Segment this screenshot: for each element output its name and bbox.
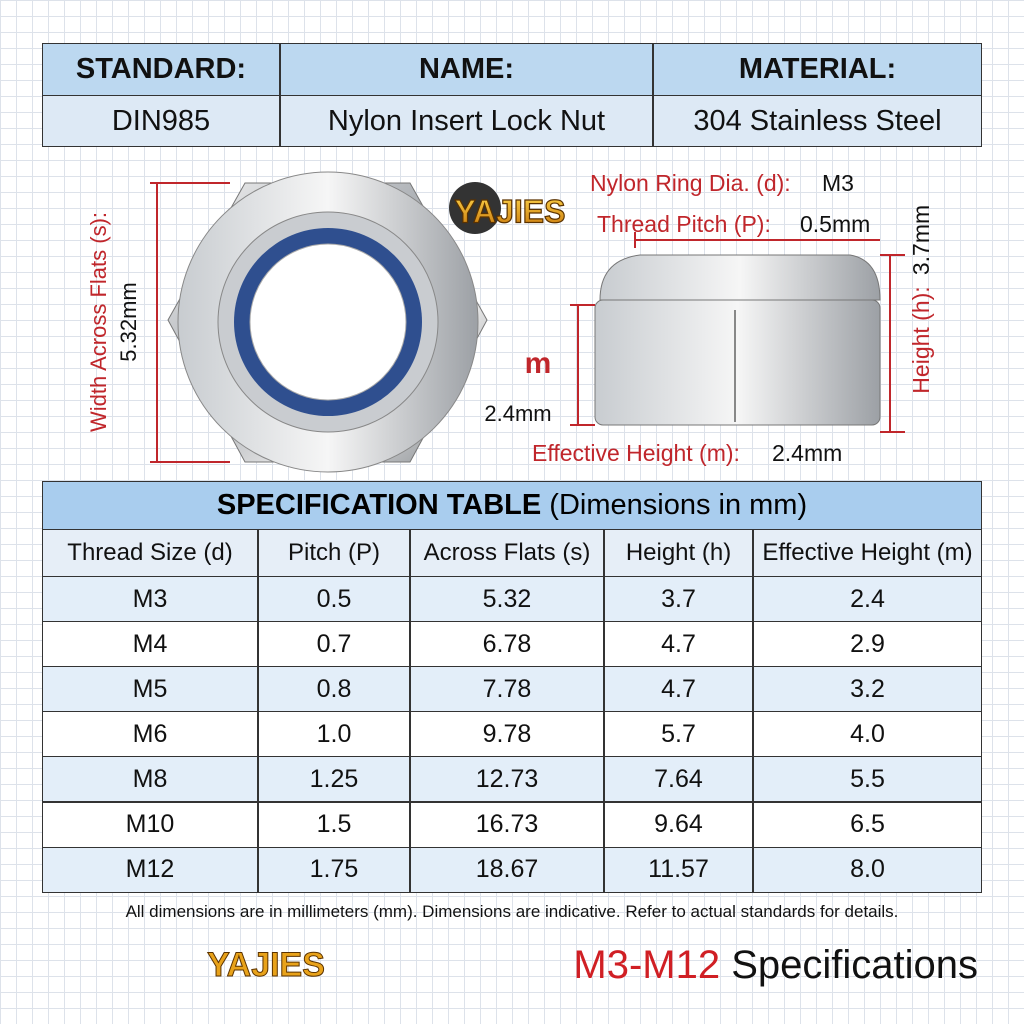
pitch-value: 0.5mm [800, 211, 870, 237]
effective-value: 2.4mm [772, 440, 842, 466]
ring-label: Nylon Ring Dia. (d): [590, 170, 791, 196]
footer: M3-M12 Specifications [573, 940, 978, 990]
table-cell: 0.8 [258, 666, 410, 713]
table-cell: M6 [42, 711, 258, 758]
m-marker: m [525, 347, 552, 380]
table-cell: M3 [42, 576, 258, 623]
table-cell: 9.78 [410, 711, 604, 758]
height-label: Height (h): [908, 286, 934, 393]
width-value: 5.32mm [116, 282, 141, 361]
table-cell: 12.73 [410, 756, 604, 803]
footer-range: M3-M12 [573, 943, 721, 987]
table-cell: 8.0 [753, 846, 982, 893]
table-cell: 0.7 [258, 621, 410, 668]
table-cell: 5.5 [753, 756, 982, 803]
table-cell: M8 [42, 756, 258, 803]
column-header: Pitch (P) [258, 529, 410, 577]
table-cell: 3.7 [604, 576, 753, 623]
table-cell: 1.5 [258, 801, 410, 848]
side-body [594, 299, 881, 426]
logo-text: YAJIES [455, 193, 566, 229]
column-header: Thread Size (d) [42, 529, 258, 577]
ring-value: M3 [822, 170, 854, 196]
table-title-row: SPECIFICATION TABLE (Dimensions in mm) [42, 481, 982, 530]
table-cell: 9.64 [604, 801, 753, 848]
table-cell: 6.78 [410, 621, 604, 668]
logo-bottom: YAJIES [207, 946, 326, 985]
pitch-label: Thread Pitch (P): [597, 211, 771, 237]
table-subtitle: (Dimensions in mm) [549, 489, 808, 521]
table-cell: 5.7 [604, 711, 753, 758]
table-cell: 6.5 [753, 801, 982, 848]
table-cell: M10 [42, 801, 258, 848]
header-value: DIN985 [42, 95, 280, 147]
note: All dimensions are in millimeters (mm). … [125, 902, 899, 921]
table-cell: 1.25 [258, 756, 410, 803]
table-cell: 4.0 [753, 711, 982, 758]
footer-label: Specifications [731, 943, 978, 987]
side-dome [599, 254, 881, 301]
table-cell: 3.2 [753, 666, 982, 713]
table-cell: 4.7 [604, 666, 753, 713]
table-cell: 18.67 [410, 846, 604, 893]
table-cell: 0.5 [258, 576, 410, 623]
table-cell: 7.78 [410, 666, 604, 713]
m-value: 2.4mm [484, 401, 551, 426]
table-cell: M12 [42, 846, 258, 893]
column-header: Effective Height (m) [753, 529, 982, 577]
header-label: STANDARD: [42, 43, 280, 96]
column-header: Height (h) [604, 529, 753, 577]
effective-label: Effective Height (m): [532, 440, 740, 466]
header-value: 304 Stainless Steel [653, 95, 982, 147]
table-cell: 1.0 [258, 711, 410, 758]
width-dimension [150, 182, 230, 463]
table-cell: 2.4 [753, 576, 982, 623]
table-cell: M4 [42, 621, 258, 668]
logo: YAJIES [449, 182, 566, 234]
dimension-lines [570, 232, 905, 433]
table-cell: 5.32 [410, 576, 604, 623]
width-label: Width Across Flats (s): [86, 212, 111, 432]
spec-table: SPECIFICATION TABLE (Dimensions in mm) T… [42, 481, 982, 893]
table-cell: M5 [42, 666, 258, 713]
height-value: 3.7mm [908, 205, 934, 275]
table-title: SPECIFICATION TABLE [216, 489, 542, 521]
header-value: Nylon Insert Lock Nut [280, 95, 653, 147]
table-cell: 1.75 [258, 846, 410, 893]
header-label: MATERIAL: [653, 43, 982, 96]
header-label: NAME: [280, 43, 653, 96]
nut-hole [249, 243, 407, 401]
table-cell: 2.9 [753, 621, 982, 668]
table-cell: 7.64 [604, 756, 753, 803]
table-cell: 11.57 [604, 846, 753, 893]
header-table: STANDARD: DIN985 NAME: Nylon Insert Lock Nu… [42, 43, 982, 147]
column-header: Across Flats (s) [410, 529, 604, 577]
table-cell: 4.7 [604, 621, 753, 668]
table-cell: 16.73 [410, 801, 604, 848]
diagram: Width Across Flats (s): 5.32mm YAJIES Ny… [86, 170, 934, 473]
